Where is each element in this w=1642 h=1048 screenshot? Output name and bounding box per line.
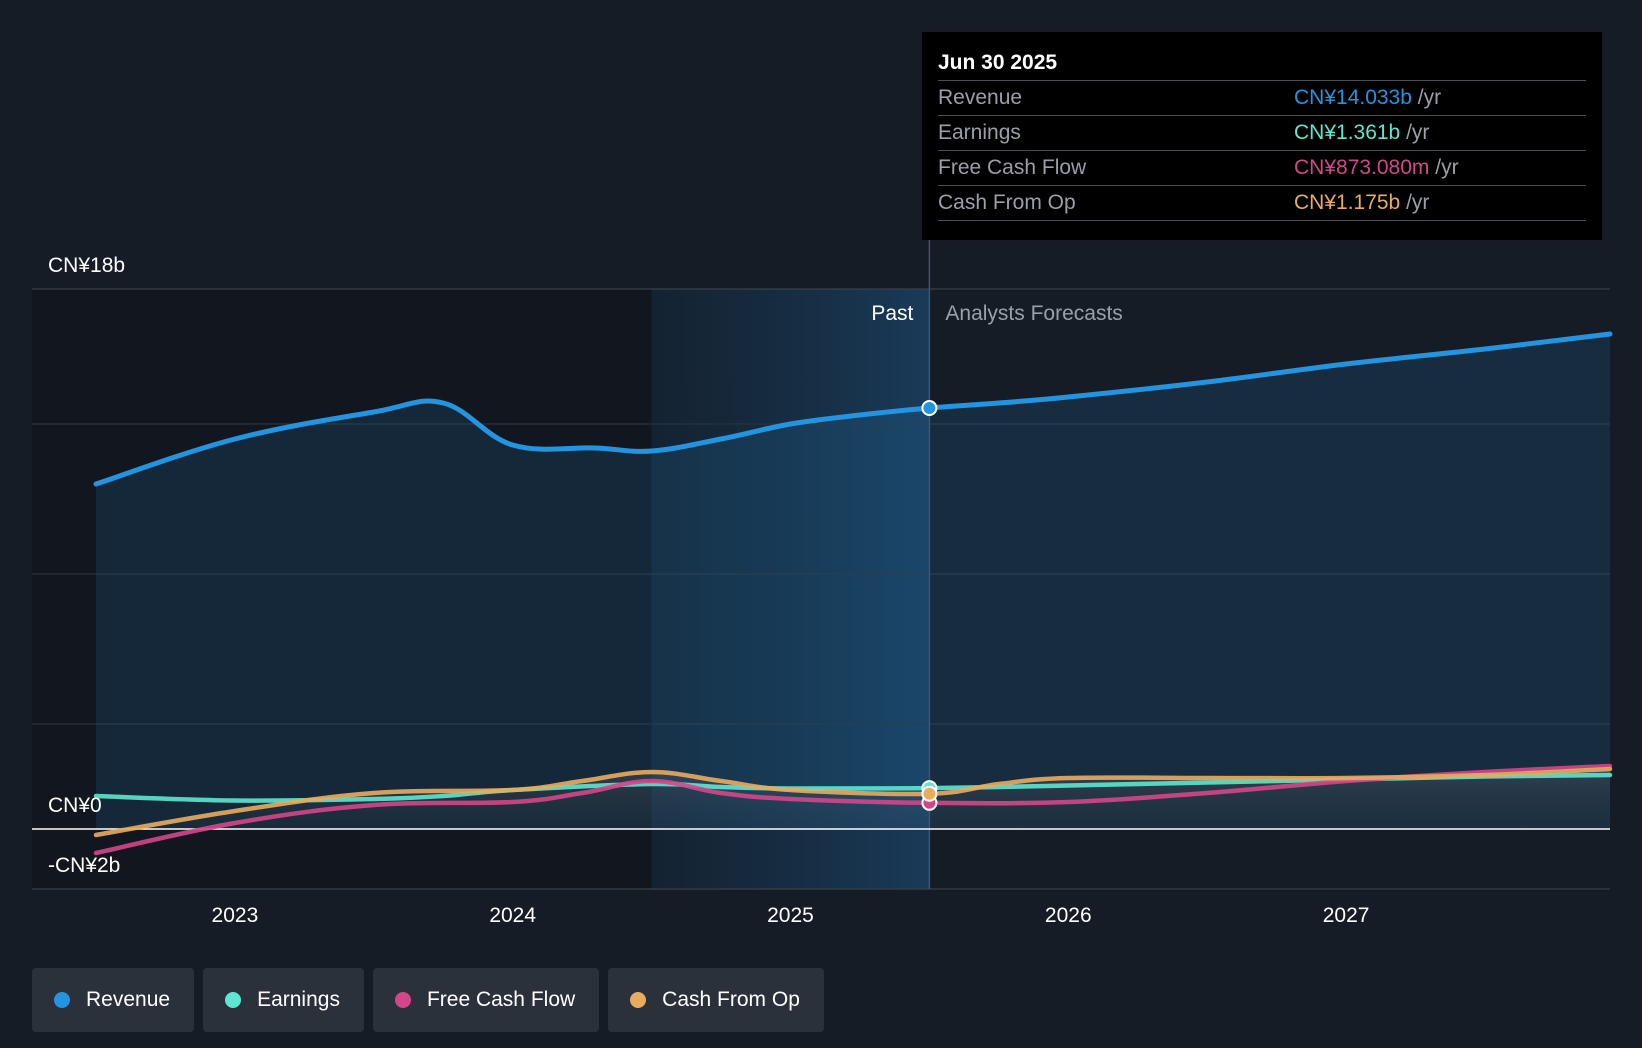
revenue-area <box>96 334 1610 829</box>
legend-dot-icon <box>630 992 647 1008</box>
legend-dot-icon <box>54 992 70 1008</box>
tooltip-row-cash-from-op: Cash From Op CN¥1.175b /yr <box>938 185 1586 221</box>
x-axis-tick-label: 2025 <box>767 904 814 927</box>
tooltip-value: CN¥873.080m <box>1294 156 1430 179</box>
tooltip-value: CN¥1.361b <box>1294 121 1401 144</box>
marker-cash-from-op <box>921 785 938 802</box>
tooltip-unit: /yr <box>1406 121 1430 144</box>
legend-item-earnings[interactable]: Earnings <box>203 968 364 1032</box>
x-axis-tick-label: 2023 <box>212 904 259 927</box>
tooltip-value: CN¥1.175b <box>1294 191 1401 214</box>
x-axis-tick-label: 2026 <box>1045 904 1092 927</box>
legend-item-free-cash-flow[interactable]: Free Cash Flow <box>372 968 600 1032</box>
series-line-revenue <box>93 331 1613 487</box>
legend-label: Earnings <box>257 988 340 1011</box>
series-line-free-cash-flow <box>93 763 1613 856</box>
tooltip-row-revenue: Revenue CN¥14.033b /yr <box>938 80 1586 115</box>
tooltip-label: Earnings <box>938 121 1021 144</box>
tooltip-label: Revenue <box>938 86 1023 109</box>
legend-label: Revenue <box>86 988 171 1011</box>
tooltip-unit: /yr <box>1417 86 1442 109</box>
tooltip-row-free-cash-flow: Free Cash Flow CN¥873.080m /yr <box>938 150 1586 185</box>
legend-label: Free Cash Flow <box>426 988 576 1011</box>
x-axis-tick-label: 2024 <box>489 904 536 927</box>
legend-dot-icon <box>225 992 242 1008</box>
marker-revenue <box>921 400 938 417</box>
legend-item-revenue[interactable]: Revenue <box>32 968 195 1032</box>
chart-legend: Revenue Earnings Free Cash Flow Cash Fro… <box>32 968 824 1032</box>
x-axis-tick-label: 2027 <box>1323 904 1370 927</box>
tooltip-label: Cash From Op <box>938 191 1076 214</box>
forecast-label: Analysts Forecasts <box>945 302 1122 325</box>
tooltip-date: Jun 30 2025 <box>938 51 1058 74</box>
legend-label: Cash From Op <box>662 988 800 1011</box>
y-axis-label-top: CN¥18b <box>48 254 125 277</box>
legend-item-cash-from-op[interactable]: Cash From Op <box>608 968 824 1032</box>
hover-tooltip: Jun 30 2025 Revenue CN¥14.033b /yr Earni… <box>922 32 1602 240</box>
y-axis-label-bottom: -CN¥2b <box>48 854 120 877</box>
legend-dot-icon <box>394 992 411 1008</box>
series-line-cash-from-op <box>93 766 1613 838</box>
tooltip-label: Free Cash Flow <box>938 156 1087 179</box>
tooltip-unit: /yr <box>1435 156 1459 179</box>
y-axis-label-zero: CN¥0 <box>48 794 102 817</box>
tooltip-unit: /yr <box>1406 191 1430 214</box>
tooltip-row-earnings: Earnings CN¥1.361b /yr <box>938 115 1586 150</box>
tooltip-value: CN¥14.033b <box>1294 86 1412 109</box>
past-label: Past <box>871 302 913 325</box>
